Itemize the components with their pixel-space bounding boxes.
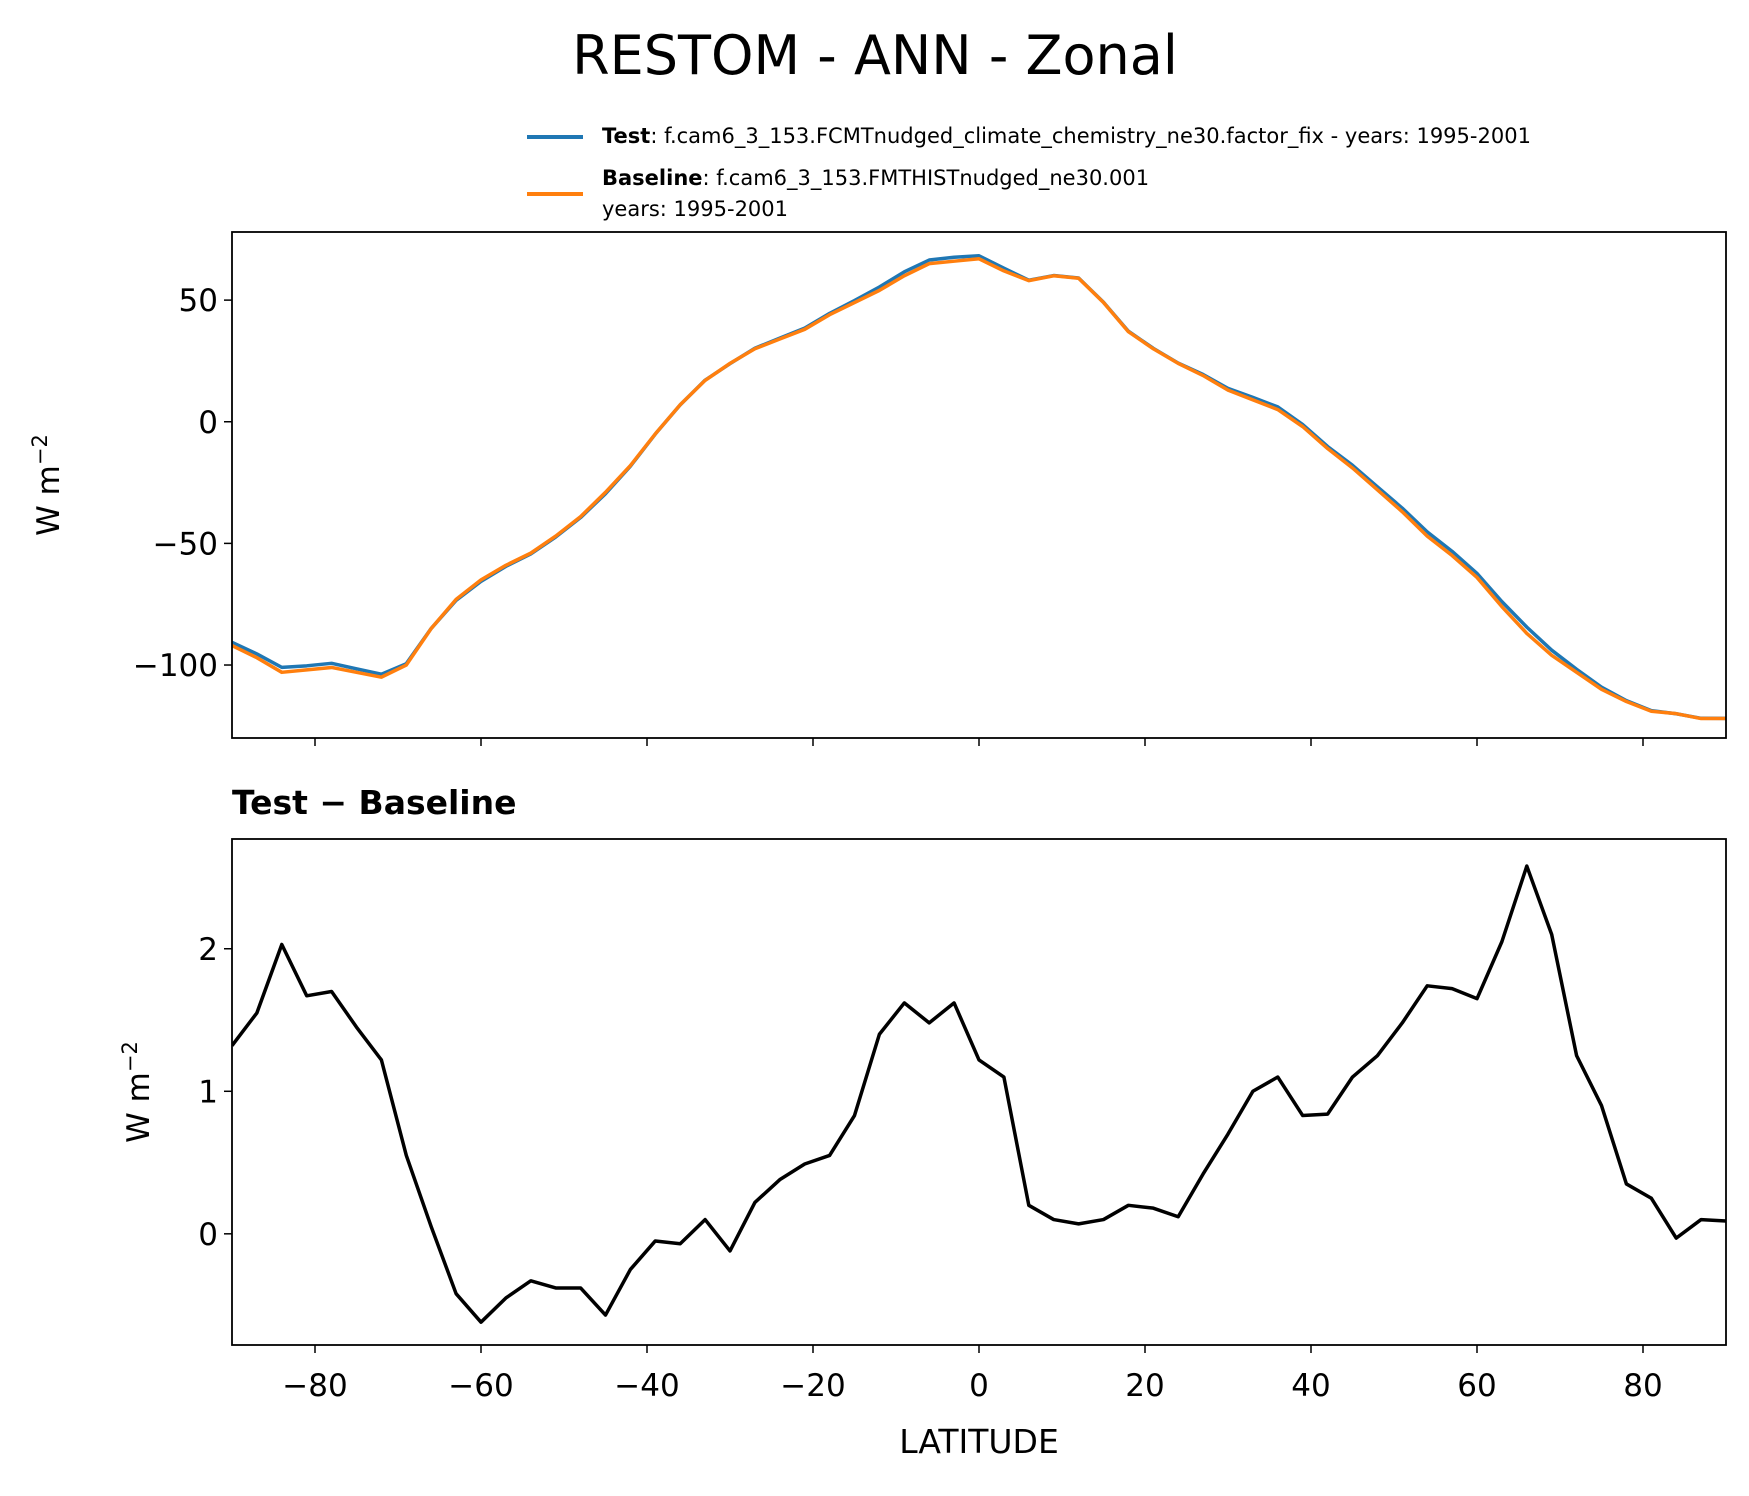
x-tick-label: 20 <box>1125 1368 1164 1404</box>
y-tick-label: 50 <box>179 283 218 319</box>
y-axis-label-unit: W m <box>31 465 67 536</box>
legend-text: years: 1995-2001 <box>602 197 788 221</box>
legend-label: Baseline: f.cam6_3_153.FMTHISTnudged_ne3… <box>602 166 1149 191</box>
x-tick-label: 0 <box>969 1368 989 1404</box>
y-axis-label: W m−2 <box>28 434 67 536</box>
y-tick-label: −50 <box>153 526 218 562</box>
subplot-title: Test − Baseline <box>232 783 517 822</box>
y-axis-label-exponent: −2 <box>28 434 52 465</box>
x-tick-label: −80 <box>282 1368 347 1404</box>
y-tick-label: 2 <box>198 932 218 968</box>
y-axis-label-exponent: −2 <box>118 1041 142 1072</box>
legend-name: Test <box>602 124 650 148</box>
y-tick-label: 1 <box>198 1074 218 1110</box>
x-tick-label: −60 <box>448 1368 513 1404</box>
x-tick-label: −40 <box>614 1368 679 1404</box>
x-tick-label: 60 <box>1457 1368 1496 1404</box>
legend-text: : f.cam6_3_153.FMTHISTnudged_ne30.001 <box>703 166 1150 191</box>
axes-frame <box>231 231 1727 739</box>
legend-label: years: 1995-2001 <box>602 197 788 221</box>
y-tick-label: 0 <box>198 1217 218 1253</box>
data-line <box>232 864 1726 1324</box>
x-tick-label: −20 <box>780 1368 845 1404</box>
legend-name: Baseline <box>602 166 703 190</box>
figure-title: RESTOM - ANN - Zonal <box>572 24 1178 87</box>
y-axis-label: W m−2 <box>118 1041 157 1143</box>
x-axis-label: LATITUDE <box>899 1422 1059 1461</box>
legend-label: Test: f.cam6_3_153.FCMTnudged_climate_ch… <box>602 124 1531 149</box>
x-tick-label: 80 <box>1623 1368 1662 1404</box>
axes-frame <box>231 838 1727 1346</box>
x-tick-label: 40 <box>1291 1368 1330 1404</box>
y-axis-label-unit: W m <box>121 1072 157 1143</box>
legend-text: : f.cam6_3_153.FCMTnudged_climate_chemis… <box>650 124 1531 149</box>
data-line <box>232 257 1726 721</box>
y-tick-label: −100 <box>133 648 218 684</box>
data-line <box>232 254 1726 721</box>
y-tick-label: 0 <box>198 405 218 441</box>
